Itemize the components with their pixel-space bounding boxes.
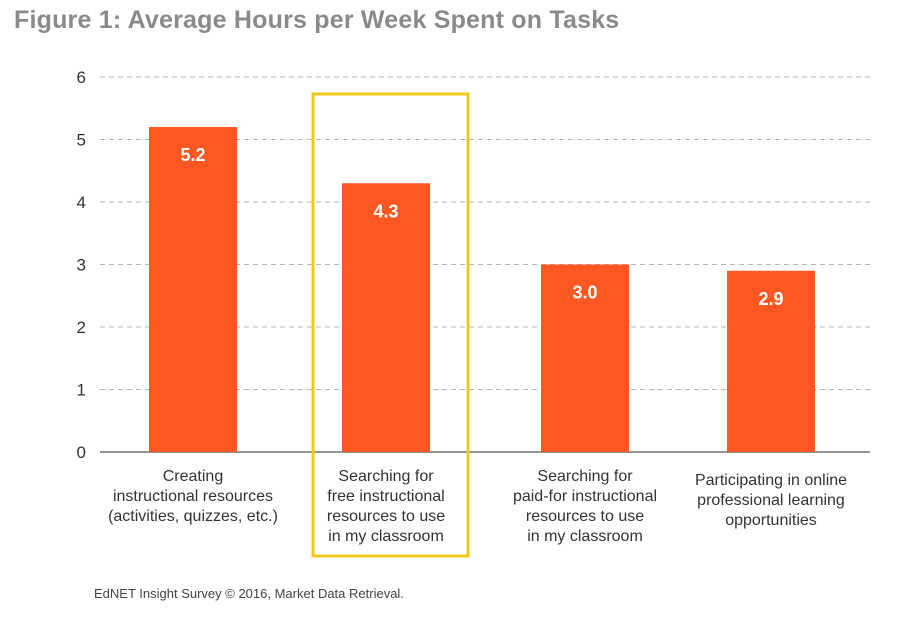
x-category-label: resources to use [327, 508, 445, 525]
x-category-label: paid-for instructional [513, 488, 657, 505]
x-category-label: in my classroom [328, 528, 444, 545]
x-category-label: resources to use [526, 508, 644, 525]
bar [541, 264, 629, 452]
y-tick-label: 3 [77, 256, 86, 275]
x-category-label: free instructional [327, 488, 444, 505]
x-category-label: in my classroom [527, 528, 643, 545]
chart-title: Figure 1: Average Hours per Week Spent o… [14, 6, 620, 34]
chart-source-note: EdNET Insight Survey © 2016, Market Data… [94, 586, 404, 601]
y-tick-label: 2 [77, 318, 86, 337]
x-category-label: (activities, quizzes, etc.) [108, 508, 278, 525]
y-tick-label: 5 [77, 131, 86, 150]
y-tick-label: 6 [77, 68, 86, 87]
bar [149, 127, 237, 452]
bar [727, 270, 815, 452]
x-category-label: instructional resources [113, 488, 273, 505]
data-label: 5.2 [180, 145, 205, 165]
bar [342, 183, 430, 452]
y-tick-label: 1 [77, 381, 86, 400]
highlight-box [311, 92, 470, 558]
data-label: 4.3 [373, 201, 398, 221]
data-label: 3.0 [572, 283, 597, 303]
x-category-label: Searching for [338, 468, 434, 485]
data-label: 2.9 [758, 289, 783, 309]
x-category-label: Searching for [537, 468, 633, 485]
y-tick-label: 4 [77, 193, 86, 212]
x-category-label: Creating [163, 468, 223, 485]
y-tick-label: 0 [77, 443, 86, 462]
x-category-label: Participating in online [695, 472, 847, 489]
x-category-label: opportunities [725, 512, 817, 529]
x-category-label: professional learning [697, 492, 845, 509]
